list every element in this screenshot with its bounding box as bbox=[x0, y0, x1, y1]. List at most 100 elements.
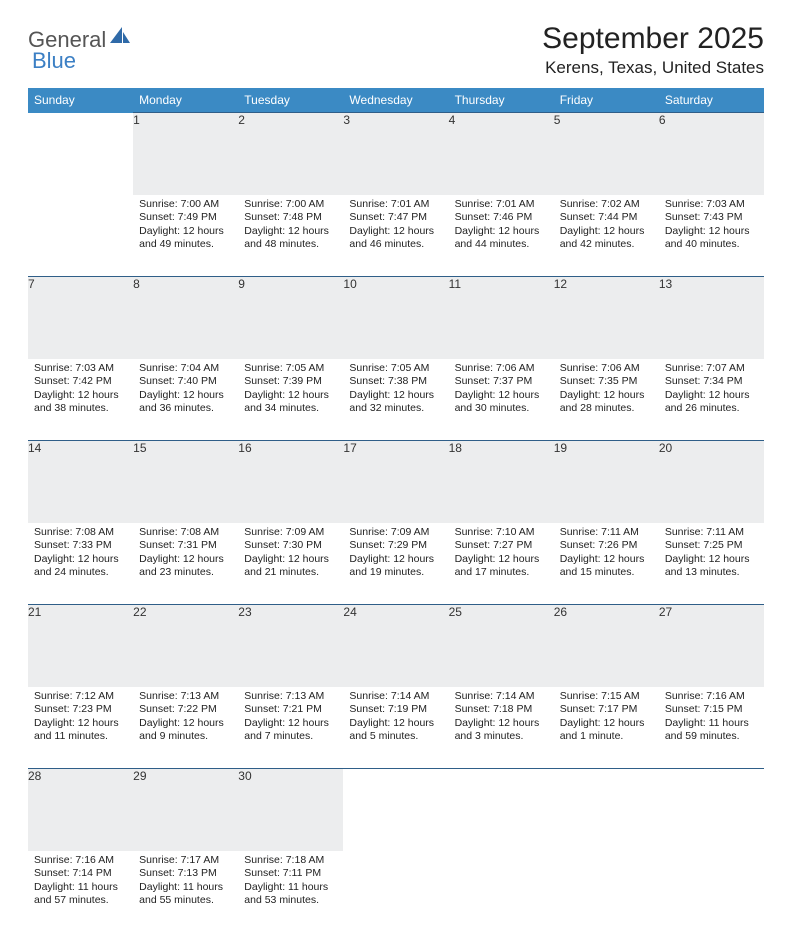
daylight-text: Daylight: 12 hours and 34 minutes. bbox=[244, 389, 337, 416]
daylight-text: Daylight: 12 hours and 44 minutes. bbox=[455, 225, 548, 252]
day-number-cell: 26 bbox=[554, 605, 659, 687]
day-content-cell bbox=[449, 851, 554, 933]
daylight-text: Daylight: 12 hours and 46 minutes. bbox=[349, 225, 442, 252]
day-number-cell: 24 bbox=[343, 605, 448, 687]
day-content-cell bbox=[554, 851, 659, 933]
day-content-cell: Sunrise: 7:01 AMSunset: 7:47 PMDaylight:… bbox=[343, 195, 448, 277]
day-number-cell: 3 bbox=[343, 113, 448, 195]
day-number-cell: 23 bbox=[238, 605, 343, 687]
sunset-text: Sunset: 7:43 PM bbox=[665, 211, 758, 225]
day-number-cell: 5 bbox=[554, 113, 659, 195]
sunset-text: Sunset: 7:33 PM bbox=[34, 539, 127, 553]
day-content-cell: Sunrise: 7:03 AMSunset: 7:42 PMDaylight:… bbox=[28, 359, 133, 441]
day-content-cell: Sunrise: 7:10 AMSunset: 7:27 PMDaylight:… bbox=[449, 523, 554, 605]
sunset-text: Sunset: 7:49 PM bbox=[139, 211, 232, 225]
sunset-text: Sunset: 7:19 PM bbox=[349, 703, 442, 717]
day-number-cell: 1 bbox=[133, 113, 238, 195]
sunrise-text: Sunrise: 7:07 AM bbox=[665, 362, 758, 376]
header: General September 2025 Kerens, Texas, Un… bbox=[28, 22, 764, 78]
day-number-cell: 8 bbox=[133, 277, 238, 359]
sunrise-text: Sunrise: 7:08 AM bbox=[34, 526, 127, 540]
daylight-text: Daylight: 12 hours and 19 minutes. bbox=[349, 553, 442, 580]
weekday-header: Thursday bbox=[449, 88, 554, 113]
day-content-cell: Sunrise: 7:02 AMSunset: 7:44 PMDaylight:… bbox=[554, 195, 659, 277]
sunrise-text: Sunrise: 7:05 AM bbox=[244, 362, 337, 376]
sunset-text: Sunset: 7:25 PM bbox=[665, 539, 758, 553]
sunset-text: Sunset: 7:44 PM bbox=[560, 211, 653, 225]
sunset-text: Sunset: 7:27 PM bbox=[455, 539, 548, 553]
daylight-text: Daylight: 12 hours and 40 minutes. bbox=[665, 225, 758, 252]
sunrise-text: Sunrise: 7:10 AM bbox=[455, 526, 548, 540]
sunrise-text: Sunrise: 7:06 AM bbox=[560, 362, 653, 376]
day-number-cell: 28 bbox=[28, 769, 133, 851]
sunset-text: Sunset: 7:31 PM bbox=[139, 539, 232, 553]
sunrise-text: Sunrise: 7:03 AM bbox=[665, 198, 758, 212]
day-number-cell: 10 bbox=[343, 277, 448, 359]
sunset-text: Sunset: 7:39 PM bbox=[244, 375, 337, 389]
daylight-text: Daylight: 12 hours and 24 minutes. bbox=[34, 553, 127, 580]
daylight-text: Daylight: 12 hours and 5 minutes. bbox=[349, 717, 442, 744]
sunset-text: Sunset: 7:14 PM bbox=[34, 867, 127, 881]
day-number-cell: 2 bbox=[238, 113, 343, 195]
day-content-cell: Sunrise: 7:04 AMSunset: 7:40 PMDaylight:… bbox=[133, 359, 238, 441]
content-row: Sunrise: 7:00 AMSunset: 7:49 PMDaylight:… bbox=[28, 195, 764, 277]
day-content-cell: Sunrise: 7:03 AMSunset: 7:43 PMDaylight:… bbox=[659, 195, 764, 277]
daylight-text: Daylight: 12 hours and 49 minutes. bbox=[139, 225, 232, 252]
day-content-cell: Sunrise: 7:09 AMSunset: 7:29 PMDaylight:… bbox=[343, 523, 448, 605]
day-content-cell bbox=[659, 851, 764, 933]
sunrise-text: Sunrise: 7:06 AM bbox=[455, 362, 548, 376]
day-content-cell: Sunrise: 7:05 AMSunset: 7:39 PMDaylight:… bbox=[238, 359, 343, 441]
day-number-cell: 7 bbox=[28, 277, 133, 359]
sunset-text: Sunset: 7:18 PM bbox=[455, 703, 548, 717]
day-content-cell: Sunrise: 7:09 AMSunset: 7:30 PMDaylight:… bbox=[238, 523, 343, 605]
day-number-cell: 22 bbox=[133, 605, 238, 687]
day-number-cell: 16 bbox=[238, 441, 343, 523]
day-content-cell: Sunrise: 7:15 AMSunset: 7:17 PMDaylight:… bbox=[554, 687, 659, 769]
day-number-cell bbox=[449, 769, 554, 851]
sail-icon bbox=[109, 26, 131, 49]
sunset-text: Sunset: 7:23 PM bbox=[34, 703, 127, 717]
daylight-text: Daylight: 12 hours and 15 minutes. bbox=[560, 553, 653, 580]
sunset-text: Sunset: 7:11 PM bbox=[244, 867, 337, 881]
sunrise-text: Sunrise: 7:00 AM bbox=[244, 198, 337, 212]
weekday-header: Friday bbox=[554, 88, 659, 113]
sunrise-text: Sunrise: 7:14 AM bbox=[455, 690, 548, 704]
day-content-cell: Sunrise: 7:05 AMSunset: 7:38 PMDaylight:… bbox=[343, 359, 448, 441]
sunrise-text: Sunrise: 7:13 AM bbox=[139, 690, 232, 704]
sunset-text: Sunset: 7:34 PM bbox=[665, 375, 758, 389]
daylight-text: Daylight: 12 hours and 36 minutes. bbox=[139, 389, 232, 416]
sunrise-text: Sunrise: 7:04 AM bbox=[139, 362, 232, 376]
day-content-cell: Sunrise: 7:08 AMSunset: 7:33 PMDaylight:… bbox=[28, 523, 133, 605]
day-content-cell bbox=[343, 851, 448, 933]
sunrise-text: Sunrise: 7:13 AM bbox=[244, 690, 337, 704]
day-content-cell: Sunrise: 7:00 AMSunset: 7:49 PMDaylight:… bbox=[133, 195, 238, 277]
day-content-cell: Sunrise: 7:18 AMSunset: 7:11 PMDaylight:… bbox=[238, 851, 343, 933]
day-content-cell: Sunrise: 7:17 AMSunset: 7:13 PMDaylight:… bbox=[133, 851, 238, 933]
sunrise-text: Sunrise: 7:01 AM bbox=[455, 198, 548, 212]
day-content-cell: Sunrise: 7:06 AMSunset: 7:35 PMDaylight:… bbox=[554, 359, 659, 441]
daylight-text: Daylight: 12 hours and 42 minutes. bbox=[560, 225, 653, 252]
sunset-text: Sunset: 7:48 PM bbox=[244, 211, 337, 225]
day-number-cell: 6 bbox=[659, 113, 764, 195]
sunrise-text: Sunrise: 7:16 AM bbox=[665, 690, 758, 704]
sunset-text: Sunset: 7:15 PM bbox=[665, 703, 758, 717]
day-content-cell bbox=[28, 195, 133, 277]
day-content-cell: Sunrise: 7:16 AMSunset: 7:15 PMDaylight:… bbox=[659, 687, 764, 769]
daylight-text: Daylight: 12 hours and 26 minutes. bbox=[665, 389, 758, 416]
daylight-text: Daylight: 12 hours and 30 minutes. bbox=[455, 389, 548, 416]
day-number-cell bbox=[343, 769, 448, 851]
sunset-text: Sunset: 7:42 PM bbox=[34, 375, 127, 389]
weekday-header: Monday bbox=[133, 88, 238, 113]
day-content-cell: Sunrise: 7:13 AMSunset: 7:22 PMDaylight:… bbox=[133, 687, 238, 769]
day-content-cell: Sunrise: 7:11 AMSunset: 7:26 PMDaylight:… bbox=[554, 523, 659, 605]
day-number-cell: 21 bbox=[28, 605, 133, 687]
day-content-cell: Sunrise: 7:16 AMSunset: 7:14 PMDaylight:… bbox=[28, 851, 133, 933]
day-number-cell: 12 bbox=[554, 277, 659, 359]
sunset-text: Sunset: 7:47 PM bbox=[349, 211, 442, 225]
day-content-cell: Sunrise: 7:12 AMSunset: 7:23 PMDaylight:… bbox=[28, 687, 133, 769]
day-content-cell: Sunrise: 7:01 AMSunset: 7:46 PMDaylight:… bbox=[449, 195, 554, 277]
sunrise-text: Sunrise: 7:12 AM bbox=[34, 690, 127, 704]
daylight-text: Daylight: 11 hours and 59 minutes. bbox=[665, 717, 758, 744]
day-number-cell: 14 bbox=[28, 441, 133, 523]
sunrise-text: Sunrise: 7:11 AM bbox=[665, 526, 758, 540]
